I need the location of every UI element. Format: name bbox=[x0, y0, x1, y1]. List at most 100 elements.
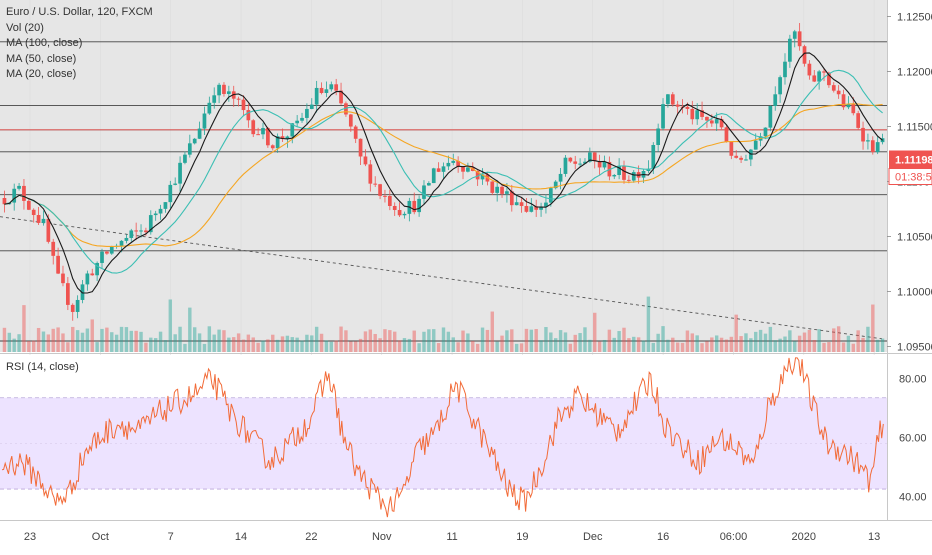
volume-bar bbox=[627, 338, 631, 352]
candle-body bbox=[817, 71, 821, 82]
volume-bar bbox=[441, 327, 446, 352]
volume-bar bbox=[788, 330, 792, 352]
volume-bar bbox=[85, 328, 90, 352]
volume-bar bbox=[651, 342, 655, 352]
candle-body bbox=[651, 144, 656, 169]
volume-bar bbox=[871, 304, 875, 352]
candle-body bbox=[368, 164, 373, 184]
candle-body bbox=[290, 123, 295, 137]
volume-bar bbox=[46, 334, 51, 352]
volume-bar bbox=[744, 333, 748, 352]
volume-bar bbox=[427, 329, 431, 352]
volume-bar bbox=[300, 340, 304, 352]
ma100-legend[interactable]: MA (100, close) bbox=[6, 37, 83, 49]
volume-bar bbox=[817, 329, 821, 352]
volume-bar bbox=[524, 328, 529, 352]
volume-bar bbox=[41, 331, 46, 352]
volume-bar bbox=[324, 340, 329, 352]
candle-body bbox=[436, 168, 441, 172]
candle-body bbox=[709, 120, 714, 124]
candle-body bbox=[207, 102, 212, 114]
candle-body bbox=[148, 215, 153, 233]
candle-body bbox=[163, 202, 168, 209]
price-tick-label: 1.11500 bbox=[897, 122, 932, 134]
candle-body bbox=[480, 174, 485, 180]
candle-body bbox=[129, 230, 134, 238]
candle-body bbox=[197, 128, 202, 139]
candle-body bbox=[773, 94, 778, 106]
candle-body bbox=[41, 218, 46, 223]
volume-bar bbox=[812, 340, 816, 352]
volume-bar bbox=[802, 332, 807, 352]
time-tick-label: 16 bbox=[657, 531, 669, 543]
rsi-legend[interactable]: RSI (14, close) bbox=[6, 361, 79, 373]
candle-body bbox=[866, 140, 870, 142]
candle-body bbox=[95, 262, 99, 276]
candle-body bbox=[797, 31, 802, 47]
candle-body bbox=[500, 186, 504, 194]
candle-body bbox=[714, 119, 719, 124]
candle-body bbox=[553, 181, 558, 189]
candle-body bbox=[31, 209, 36, 216]
candle-body bbox=[422, 185, 426, 199]
candle-body bbox=[431, 168, 436, 184]
volume-bar bbox=[539, 340, 543, 352]
candle-body bbox=[353, 126, 358, 139]
volume-bar bbox=[719, 337, 724, 352]
candle-body bbox=[334, 84, 339, 91]
volume-bar bbox=[510, 329, 514, 352]
candle-body bbox=[666, 94, 670, 105]
volume-bar bbox=[544, 327, 548, 352]
volume-bar bbox=[754, 331, 758, 352]
time-tick-label: Oct bbox=[92, 531, 109, 543]
volume-bar bbox=[729, 336, 734, 352]
candle-body bbox=[461, 166, 465, 172]
volume-bar bbox=[593, 312, 597, 352]
volume-bar bbox=[383, 329, 387, 352]
volume-bar bbox=[388, 330, 392, 352]
candle-body bbox=[105, 251, 109, 254]
price-tick-label: 1.10500 bbox=[897, 232, 932, 244]
volume-bar bbox=[529, 329, 534, 352]
candle-body bbox=[705, 116, 709, 121]
candle-body bbox=[119, 240, 124, 246]
candle-body bbox=[670, 94, 675, 105]
candle-body bbox=[622, 165, 626, 180]
candle-body bbox=[202, 113, 207, 129]
candle-body bbox=[51, 241, 56, 256]
volume-bar bbox=[402, 338, 407, 352]
candle-body bbox=[792, 31, 797, 39]
candle-body bbox=[324, 89, 329, 93]
volume-bar bbox=[271, 334, 275, 352]
volume-bar bbox=[563, 332, 568, 352]
volume-bar bbox=[36, 327, 41, 352]
volume-bar bbox=[353, 341, 358, 352]
dashed-trendline bbox=[0, 216, 883, 340]
rsi-band bbox=[0, 397, 887, 490]
ma50-legend[interactable]: MA (50, close) bbox=[6, 52, 77, 65]
volume-bar bbox=[334, 340, 338, 352]
candle-body bbox=[807, 63, 812, 76]
candle-body bbox=[392, 205, 397, 210]
candle-body bbox=[109, 246, 114, 254]
candle-body bbox=[75, 299, 80, 312]
candle-body bbox=[539, 206, 543, 210]
ma20-legend[interactable]: MA (20, close) bbox=[6, 68, 77, 80]
candle-body bbox=[329, 84, 334, 90]
volume-bar bbox=[807, 329, 812, 352]
candle-body bbox=[285, 136, 290, 140]
volume-bar bbox=[500, 335, 504, 352]
candle-body bbox=[768, 105, 773, 128]
volume-bar bbox=[471, 341, 475, 352]
symbol-title[interactable]: Euro / U.S. Dollar, 120, FXCM bbox=[6, 6, 153, 18]
volume-bar bbox=[285, 335, 290, 352]
volume-bar bbox=[685, 330, 690, 352]
volume-bar bbox=[553, 338, 558, 352]
candle-body bbox=[505, 191, 509, 194]
vol-legend[interactable]: Vol (20) bbox=[6, 21, 44, 34]
candle-body bbox=[266, 128, 270, 146]
volume-bar bbox=[519, 343, 524, 352]
candle-body bbox=[226, 91, 231, 94]
volume-bar bbox=[290, 337, 294, 352]
